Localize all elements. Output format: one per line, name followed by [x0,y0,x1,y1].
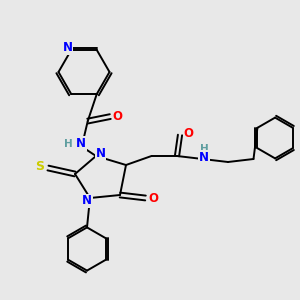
Text: H: H [200,143,208,154]
Text: N: N [82,194,92,208]
Text: N: N [199,151,209,164]
Text: S: S [35,160,44,173]
Text: N: N [76,137,86,150]
Text: O: O [148,191,158,205]
Text: O: O [113,110,123,123]
Text: N: N [63,41,73,54]
Text: N: N [95,146,106,160]
Text: H: H [64,139,73,148]
Text: O: O [183,127,194,140]
